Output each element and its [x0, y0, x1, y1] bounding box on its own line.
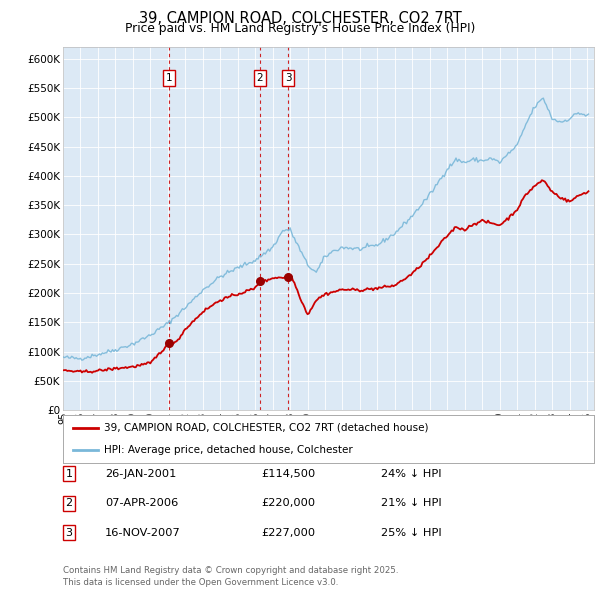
- Text: £227,000: £227,000: [261, 528, 315, 537]
- Text: 07-APR-2006: 07-APR-2006: [105, 499, 178, 508]
- Text: 2: 2: [257, 73, 263, 83]
- Text: Contains HM Land Registry data © Crown copyright and database right 2025.
This d: Contains HM Land Registry data © Crown c…: [63, 566, 398, 587]
- Text: 1: 1: [166, 73, 172, 83]
- Text: 1: 1: [65, 469, 73, 478]
- Text: £220,000: £220,000: [261, 499, 315, 508]
- Text: 39, CAMPION ROAD, COLCHESTER, CO2 7RT: 39, CAMPION ROAD, COLCHESTER, CO2 7RT: [139, 11, 461, 25]
- Text: 21% ↓ HPI: 21% ↓ HPI: [381, 499, 442, 508]
- Text: Price paid vs. HM Land Registry's House Price Index (HPI): Price paid vs. HM Land Registry's House …: [125, 22, 475, 35]
- Text: 2: 2: [65, 499, 73, 508]
- Text: 26-JAN-2001: 26-JAN-2001: [105, 469, 176, 478]
- Text: 24% ↓ HPI: 24% ↓ HPI: [381, 469, 442, 478]
- Text: 16-NOV-2007: 16-NOV-2007: [105, 528, 181, 537]
- Text: 39, CAMPION ROAD, COLCHESTER, CO2 7RT (detached house): 39, CAMPION ROAD, COLCHESTER, CO2 7RT (d…: [104, 423, 429, 433]
- Text: HPI: Average price, detached house, Colchester: HPI: Average price, detached house, Colc…: [104, 445, 353, 455]
- Text: 3: 3: [284, 73, 291, 83]
- Text: £114,500: £114,500: [261, 469, 315, 478]
- Text: 25% ↓ HPI: 25% ↓ HPI: [381, 528, 442, 537]
- Text: 3: 3: [65, 528, 73, 537]
